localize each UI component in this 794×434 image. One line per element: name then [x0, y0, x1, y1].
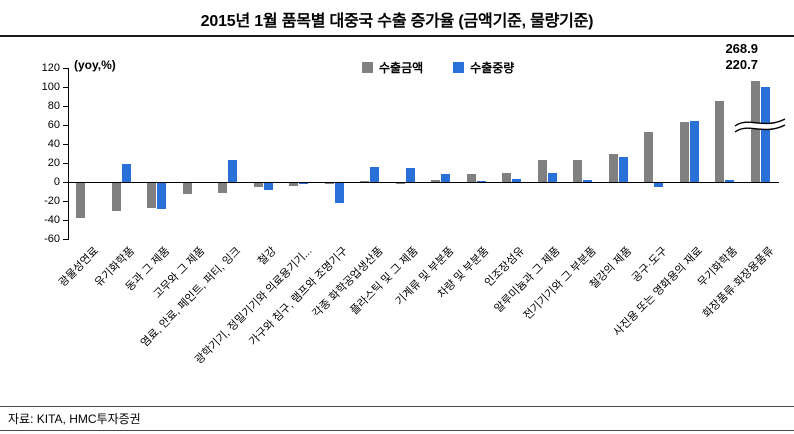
y-axis-tick-label: 120: [41, 61, 60, 74]
y-axis-tick-label: 0: [53, 175, 60, 188]
footer-divider-bottom: [0, 430, 794, 431]
y-axis-unit-label: (yoy,%): [74, 58, 116, 72]
bar-amount: [289, 182, 299, 186]
x-axis-category-label: 화장품류·화장용품류: [700, 245, 776, 321]
bar-weight: [654, 182, 664, 187]
x-axis-category-label: 알루미늄과 그 제품: [492, 245, 563, 316]
x-axis-category-label: 철강: [255, 245, 279, 268]
legend-weight-label: 수출중량: [470, 61, 515, 75]
y-axis-tick: [63, 239, 68, 240]
y-axis-tick-label: 100: [41, 80, 60, 93]
y-axis-tick-label: 20: [47, 156, 60, 169]
bar-weight: [405, 167, 415, 182]
bar-amount: [537, 160, 547, 182]
legend-item-weight: 수출중량: [453, 59, 514, 76]
y-axis-tick: [63, 87, 68, 88]
axis-break-icon: [734, 118, 786, 133]
bar-amount: [360, 181, 370, 182]
bar-weight: [689, 121, 699, 182]
bar-weight: [263, 182, 273, 190]
bar-amount: [76, 182, 86, 219]
bar-amount: [253, 182, 263, 187]
y-axis-tick: [63, 125, 68, 126]
y-axis-tick: [63, 201, 68, 202]
y-axis-tick-label: 60: [47, 118, 60, 131]
x-axis-zero-line: [68, 182, 779, 183]
peak-value-weight: 220.7: [725, 57, 758, 72]
y-axis-tick: [63, 106, 68, 107]
bar-weight: [583, 180, 593, 182]
bar-weight: [441, 174, 451, 182]
bar-amount: [573, 160, 583, 182]
bar-weight: [547, 172, 557, 182]
bar-amount: [182, 182, 192, 195]
bar-weight: [228, 160, 238, 182]
bar-amount: [644, 131, 654, 182]
bar-weight: [618, 157, 628, 182]
y-axis-tick-label: -20: [44, 194, 60, 207]
legend-item-amount: 수출금액: [362, 59, 423, 76]
source-note: 자료: KITA, HMC투자증권: [8, 412, 141, 426]
y-axis-tick: [63, 68, 68, 69]
bar-amount: [431, 180, 441, 182]
bar-weight: [157, 182, 167, 209]
legend-weight-swatch: [453, 62, 465, 73]
bar-weight: [476, 181, 486, 182]
bar-amount: [608, 154, 618, 182]
legend-amount-label: 수출금액: [379, 61, 424, 75]
chart-legend: 수출금액 수출중량: [362, 59, 514, 76]
y-axis-tick: [63, 220, 68, 221]
y-axis-tick-label: -60: [44, 232, 60, 245]
bar-amount: [466, 174, 476, 182]
peak-value-amount: 268.9: [725, 41, 758, 56]
bar-amount: [750, 81, 760, 182]
bar-weight: [121, 163, 131, 182]
bar-amount: [715, 101, 725, 182]
bar-weight: [334, 182, 344, 203]
bar-amount: [111, 182, 121, 211]
footer-divider-top: [0, 406, 794, 407]
bar-weight: [370, 166, 380, 182]
y-axis-tick-label: -40: [44, 213, 60, 226]
y-axis-tick: [63, 163, 68, 164]
bar-amount: [147, 182, 157, 208]
y-axis-line: [68, 68, 69, 240]
bar-amount: [502, 172, 512, 182]
legend-amount-swatch: [362, 62, 373, 73]
bar-amount: [218, 182, 228, 194]
x-axis-category-label: 전기기기와 그 부분품: [521, 245, 599, 323]
bar-weight: [725, 180, 735, 182]
title-divider: [0, 35, 794, 37]
bar-weight: [760, 87, 770, 182]
y-axis-tick-label: 40: [47, 137, 60, 150]
bar-amount: [679, 122, 689, 182]
bar-weight: [512, 179, 522, 182]
y-axis-tick: [63, 144, 68, 145]
y-axis-tick: [63, 182, 68, 183]
y-axis-tick-label: 80: [47, 99, 60, 112]
chart-title: 2015년 1월 품목별 대중국 수출 증가율 (금액기준, 물량기준): [200, 13, 594, 30]
